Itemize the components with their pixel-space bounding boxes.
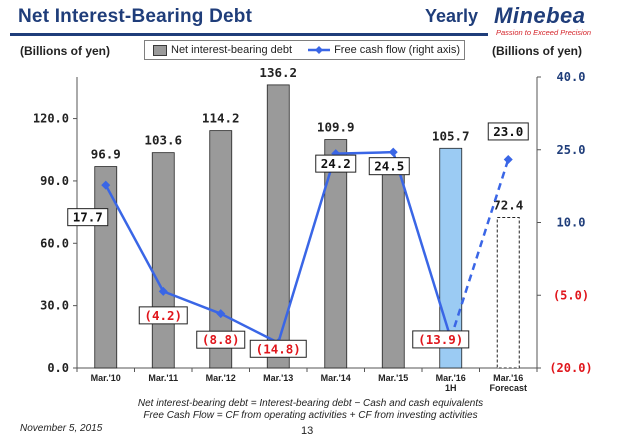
footer-date: November 5, 2015: [20, 423, 103, 434]
fcf-forecast-segment: [449, 159, 510, 339]
bar-value-label: 103.6: [144, 133, 182, 148]
fcf-value-label: (14.8): [256, 341, 301, 356]
bar-value-label: 114.2: [202, 111, 240, 126]
right-axis-tick-label: 10.0: [557, 216, 586, 230]
x-axis-tick-label: Mar.'12: [206, 373, 236, 383]
x-axis-tick-label: Mar.'16: [436, 373, 466, 383]
logo-wordmark: Minebea: [494, 3, 586, 28]
fcf-point-marker: [216, 309, 226, 319]
fcf-point-marker: [503, 154, 513, 164]
left-axis-unit: (Billions of yen): [20, 44, 110, 58]
fcf-value-label: 17.7: [73, 210, 103, 225]
fcf-line-segment: [392, 151, 452, 339]
fcf-label-box: [138, 306, 188, 325]
fcf-line-segment: [104, 184, 165, 292]
period-label: Yearly: [425, 6, 479, 26]
legend-item-bars: Net interest-bearing debt: [153, 44, 292, 56]
fcf-point-marker: [388, 147, 398, 157]
x-axis-tick-label: Mar.'14: [321, 373, 351, 383]
x-axis-tick-label: Mar.'16: [493, 373, 523, 383]
right-axis-tick-label: (5.0): [553, 288, 589, 302]
x-axis-tick-label: 1H: [445, 383, 457, 393]
fcf-value-label: (4.2): [144, 308, 182, 323]
page-number: 13: [301, 425, 314, 437]
x-axis-tick-label: Mar.'11: [148, 373, 178, 383]
bar: [151, 152, 175, 369]
left-axis-tick-label: 60.0: [40, 236, 69, 250]
footnote-definition-debt: Net interest-bearing debt = Interest-bea…: [137, 398, 484, 409]
fcf-value-label: 23.0: [493, 124, 523, 139]
right-axis-unit: (Billions of yen): [492, 44, 582, 58]
fcf-label-box: [315, 154, 357, 173]
fcf-value-label: 24.2: [321, 156, 351, 171]
bar: [209, 130, 233, 369]
bar-value-label: 136.2: [259, 65, 297, 80]
left-axis-tick-label: 0.0: [47, 361, 69, 375]
fcf-label-box: [412, 330, 470, 349]
right-axis-tick-label: 25.0: [557, 143, 586, 157]
chart-legend: Net interest-bearing debt Free cash flow…: [144, 40, 465, 60]
legend-label-bars: Net interest-bearing debt: [171, 44, 293, 56]
bar: [496, 217, 520, 369]
x-axis-tick-label: Mar.'15: [378, 373, 408, 383]
fcf-value-label: (13.9): [418, 332, 463, 347]
fcf-label-box: [368, 157, 410, 176]
fcf-label-box: [67, 208, 109, 227]
left-axis-tick-label: 90.0: [40, 174, 69, 188]
title-underline: [10, 33, 488, 36]
bar-value-label: 109.9: [317, 120, 355, 135]
bar: [381, 174, 405, 369]
fcf-point-marker: [158, 286, 168, 296]
legend-label-line: Free cash flow (right axis): [334, 44, 461, 56]
right-axis-tick-label: 40.0: [557, 70, 586, 84]
logo-tagline: Passion to Exceed Precision: [496, 28, 592, 37]
x-axis-tick-label: Mar.'13: [263, 373, 293, 383]
bar-value-label: 96.9: [91, 147, 121, 162]
x-axis-tick-label: Mar.'10: [91, 373, 121, 383]
fcf-value-label: (8.8): [202, 332, 240, 347]
bar-value-label: 105.7: [432, 128, 470, 143]
fcf-label-box: [249, 339, 307, 358]
bar-label-box: [491, 197, 526, 214]
fcf-line-segment: [162, 290, 222, 315]
left-axis-tick-label: 120.0: [33, 112, 69, 126]
fcf-label-box: [487, 122, 529, 141]
line-marker-icon: [308, 46, 331, 54]
fcf-value-label: 24.5: [374, 159, 404, 174]
left-axis-tick-label: 30.0: [40, 299, 69, 313]
page-title: Net Interest-Bearing Debt: [18, 6, 253, 27]
fcf-label-box: [196, 330, 246, 349]
company-logo: Minebea Passion to Exceed Precision: [494, 3, 614, 38]
fcf-line-segment: [335, 150, 394, 155]
bar-value-label: 72.4: [493, 198, 523, 213]
x-axis-tick-label: Forecast: [489, 383, 527, 393]
footnote-definition-fcf: Free Cash Flow = CF from operating activ…: [143, 410, 478, 421]
fcf-line-segment: [220, 312, 279, 344]
bar-swatch-icon: [153, 44, 167, 56]
bar: [324, 139, 348, 369]
fcf-line-segment: [277, 153, 337, 344]
fcf-point-marker: [101, 180, 111, 190]
right-axis-tick-label: (20.0): [549, 361, 592, 375]
legend-item-line: Free cash flow (right axis): [308, 44, 460, 56]
bar: [266, 84, 290, 369]
bar: [439, 147, 463, 369]
